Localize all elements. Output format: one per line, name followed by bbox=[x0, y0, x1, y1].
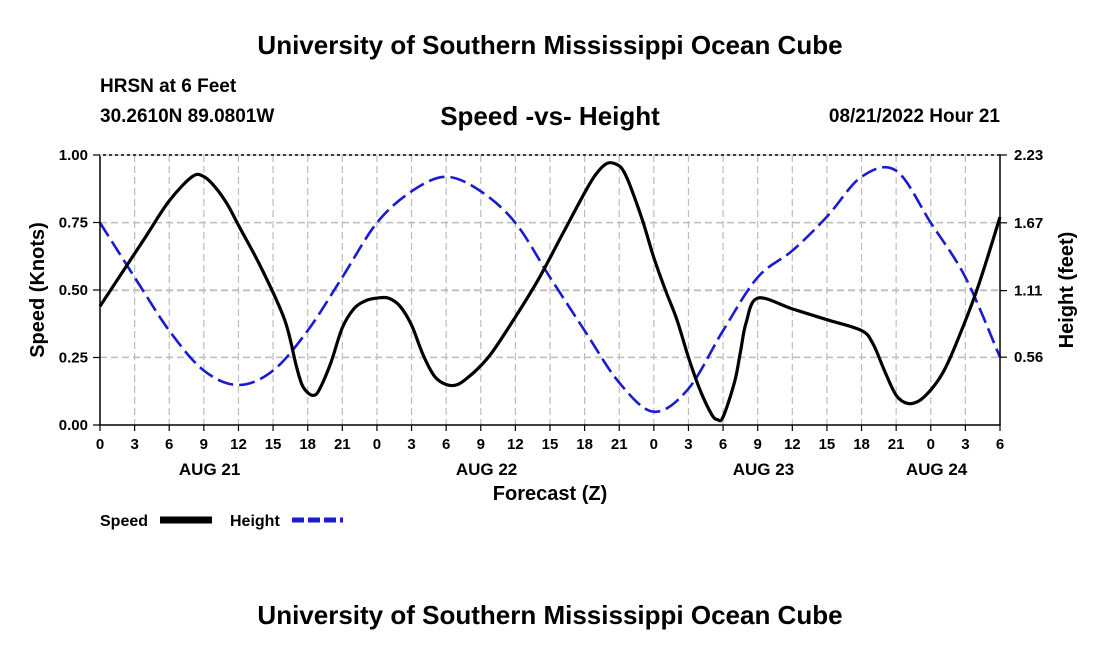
x-tick-label: 0 bbox=[927, 436, 935, 453]
x-tick-label: 12 bbox=[230, 436, 247, 453]
y-tick-label: 0.25 bbox=[59, 350, 88, 367]
x-tick-label: 15 bbox=[542, 436, 559, 453]
forecast-datetime: 08/21/2022 Hour 21 bbox=[828, 106, 1000, 127]
grid bbox=[100, 155, 1000, 425]
y-tick-label: 0.50 bbox=[59, 282, 88, 299]
legend-height-label: Height bbox=[230, 513, 280, 530]
x-tick-label: 9 bbox=[477, 436, 485, 453]
series-layer bbox=[98, 161, 1002, 423]
x-tick-label: 15 bbox=[265, 436, 282, 453]
x-tick-label: 18 bbox=[853, 436, 870, 453]
x-tick-label: 3 bbox=[684, 436, 692, 453]
x-tick-label: 21 bbox=[611, 436, 628, 453]
station-coordinates: 30.2610N 89.0801W bbox=[100, 106, 275, 127]
x-date-label: AUG 24 bbox=[906, 460, 968, 479]
x-tick-label: 9 bbox=[200, 436, 208, 453]
y-tick-label: 0.00 bbox=[59, 417, 88, 434]
x-date-label: AUG 21 bbox=[179, 460, 240, 479]
x-tick-label: 6 bbox=[165, 436, 173, 453]
footer-title: University of Southern Mississippi Ocean… bbox=[257, 600, 843, 630]
x-tick-label: 0 bbox=[373, 436, 381, 453]
axes: 0 3 6 9 12 15 18 21 0 3 6 9 12 15 18 21 0 3 6 9 12 15 18 21 0 3 6A… bbox=[59, 147, 1043, 479]
x-tick-label: 0 bbox=[96, 436, 104, 453]
x-tick-label: 12 bbox=[784, 436, 801, 453]
x-date-label: AUG 23 bbox=[733, 460, 794, 479]
chart-main-title: University of Southern Mississippi Ocean… bbox=[257, 30, 843, 60]
x-tick-label: 6 bbox=[719, 436, 727, 453]
x-tick-label: 3 bbox=[130, 436, 138, 453]
y2-tick-label: 2.23 bbox=[1014, 147, 1043, 164]
x-tick-label: 9 bbox=[754, 436, 762, 453]
speed-series-line bbox=[98, 161, 1002, 423]
x-tick-label: 18 bbox=[299, 436, 316, 453]
x-tick-label: 21 bbox=[888, 436, 905, 453]
station-label: HRSN at 6 Feet bbox=[100, 76, 237, 97]
y-tick-label: 1.00 bbox=[59, 147, 88, 164]
y2-tick-label: 1.11 bbox=[1014, 283, 1042, 300]
x-tick-label: 3 bbox=[407, 436, 415, 453]
y-axis-title: Speed (Knots) bbox=[27, 222, 49, 358]
y-tick-label: 0.75 bbox=[59, 215, 88, 232]
height-series-line bbox=[98, 165, 1002, 414]
x-tick-label: 15 bbox=[819, 436, 836, 453]
x-tick-label: 3 bbox=[961, 436, 969, 453]
x-tick-label: 6 bbox=[442, 436, 450, 453]
y2-tick-label: 1.67 bbox=[1014, 215, 1043, 232]
x-tick-label: 12 bbox=[507, 436, 524, 453]
x-date-label: AUG 22 bbox=[456, 460, 517, 479]
legend-speed-label: Speed bbox=[100, 513, 148, 530]
x-tick-label: 0 bbox=[650, 436, 658, 453]
y2-axis-title: Height (feet) bbox=[1056, 232, 1078, 349]
legend: Speed Height bbox=[100, 513, 343, 530]
x-axis-title: Forecast (Z) bbox=[493, 483, 607, 505]
x-tick-label: 18 bbox=[576, 436, 593, 453]
chart-subtitle: Speed -vs- Height bbox=[440, 101, 660, 131]
y2-tick-label: 0.56 bbox=[1014, 349, 1043, 366]
x-tick-label: 6 bbox=[996, 436, 1004, 453]
x-tick-label: 21 bbox=[334, 436, 351, 453]
